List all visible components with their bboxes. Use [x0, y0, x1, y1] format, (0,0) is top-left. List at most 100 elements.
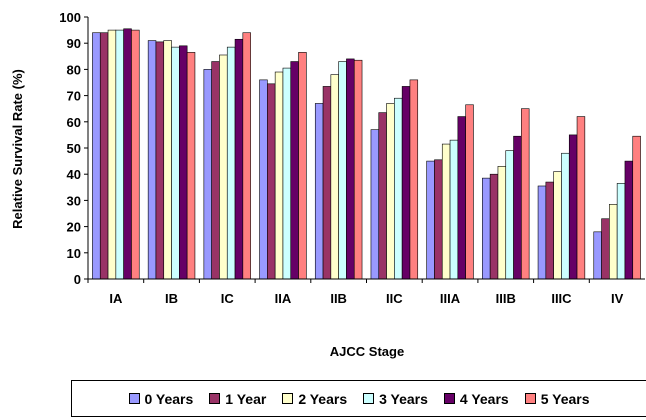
bar-ib-series-5	[179, 45, 188, 280]
legend-swatch	[209, 393, 221, 404]
bar-ia-series-3	[107, 29, 117, 280]
bar-iv-series-1	[593, 231, 602, 280]
x-ticks: IA IB IC IIA IIB IIC IIIA IIIB IIIC IV	[87, 279, 624, 306]
bar-iia-series-1	[259, 79, 268, 280]
bar-iiia-series-6	[465, 104, 474, 280]
legend-label: 4 Years	[459, 390, 509, 407]
bar-ia-series-1	[92, 32, 101, 280]
bar-iiia-series-5	[457, 116, 466, 280]
bar-ic-series-6	[242, 32, 251, 280]
bar-iiia-series-3	[441, 143, 451, 280]
legend-label: 0 Years	[144, 390, 194, 407]
y-tick-label: 100	[59, 10, 81, 25]
bar-iia-series-2	[267, 83, 276, 280]
bar-iib-series-5	[346, 58, 355, 280]
bar-iiic-series-5	[568, 134, 578, 280]
bar-iib-series-2	[322, 86, 332, 280]
bar-iiia-series-1	[426, 160, 435, 280]
legend-label: 1 Year	[225, 390, 267, 407]
bar-iib-series-4	[338, 61, 347, 280]
bar-ib-series-3	[163, 40, 172, 280]
y-tick-label: 40	[67, 167, 81, 182]
bar-chart: 0 10 20 30 40 50 60 70 80 90 100 IA IB IC IIA IIB IIC II…	[10, 10, 645, 359]
bar-iiib-series-1	[482, 177, 491, 280]
bar-iia-series-6	[298, 52, 307, 280]
bar-iiib-series-6	[521, 108, 530, 280]
bar-iiic-series-3	[553, 171, 562, 280]
bar-iib-series-3	[330, 74, 339, 280]
bar-iic-series-1	[370, 129, 380, 280]
x-tick-label-iia: IIA	[275, 291, 292, 306]
y-tick-label: 80	[67, 62, 81, 77]
bar-iia-series-3	[274, 71, 284, 280]
legend-label: 5 Years	[540, 390, 590, 407]
x-axis-label: AJCC Stage	[330, 344, 404, 359]
bar-iiib-series-4	[505, 150, 514, 280]
bar-iiia-series-2	[434, 159, 443, 280]
bar-iiic-series-1	[537, 185, 547, 280]
legend-item-1: 0 Years	[128, 390, 194, 407]
bar-iib-series-1	[314, 103, 324, 280]
legend-label: 2 Years	[298, 390, 348, 407]
legend-item-5: 4 Years	[443, 390, 509, 407]
y-tick-label: 30	[67, 193, 81, 208]
y-tick-label: 10	[67, 246, 81, 261]
bar-iv-series-4	[616, 183, 626, 280]
x-tick-label-ib: IB	[165, 291, 178, 306]
legend-item-6: 5 Years	[524, 390, 590, 407]
bar-ib-series-6	[186, 52, 196, 280]
bar-ia-series-4	[115, 29, 124, 280]
legend-swatch	[443, 393, 455, 404]
legend-swatch	[282, 393, 294, 404]
legend-swatch	[128, 393, 140, 404]
bar-iia-series-5	[290, 61, 299, 280]
bar-iic-series-4	[394, 97, 403, 280]
bar-iic-series-5	[401, 86, 411, 280]
legend-swatch	[363, 393, 375, 404]
bar-iv-series-3	[609, 204, 618, 280]
y-axis-label: Relative Survival Rate (%)	[10, 69, 25, 229]
bar-ia-series-6	[131, 29, 140, 280]
bars-group	[92, 28, 641, 280]
legend-swatch	[524, 393, 536, 404]
bar-iic-series-3	[386, 103, 395, 280]
bar-ic-series-4	[226, 46, 236, 280]
bar-ib-series-1	[147, 40, 157, 280]
x-tick-label-ia: IA	[109, 291, 123, 306]
bar-iiib-series-5	[513, 135, 522, 280]
bar-iiic-series-2	[545, 181, 554, 280]
x-tick-label-ic: IC	[221, 291, 235, 306]
y-ticks: 0 10 20 30 40 50 60 70 80 90 100	[59, 10, 88, 287]
bar-ia-series-5	[123, 28, 132, 280]
bar-iv-series-6	[632, 135, 641, 280]
y-tick-label: 90	[67, 36, 81, 51]
bar-ib-series-4	[171, 46, 180, 280]
bar-iic-series-2	[378, 112, 387, 280]
bar-iv-series-5	[624, 160, 634, 280]
bar-iic-series-6	[409, 79, 419, 280]
x-tick-label-iib: IIB	[330, 291, 347, 306]
y-tick-label: 0	[74, 272, 81, 287]
legend-item-3: 2 Years	[282, 391, 347, 407]
x-tick-label-iic: IIC	[386, 291, 403, 306]
bar-iiib-series-3	[497, 166, 507, 280]
x-tick-label-iiia: IIIA	[440, 291, 461, 306]
bar-ib-series-2	[155, 41, 165, 280]
legend-item-2: 1 Year	[209, 391, 266, 407]
legend-item-4: 3 Years	[363, 391, 428, 407]
x-tick-label-iv: IV	[611, 291, 624, 306]
x-tick-label-iiic: IIIC	[551, 291, 572, 306]
y-tick-label: 60	[67, 115, 81, 130]
y-tick-label: 50	[67, 141, 81, 156]
bar-ic-series-1	[203, 69, 212, 280]
x-tick-label-iiib: IIIB	[496, 291, 516, 306]
bar-iiic-series-4	[561, 152, 570, 280]
bar-ia-series-2	[99, 32, 109, 280]
bar-iv-series-2	[601, 218, 610, 280]
bar-iiia-series-4	[449, 139, 459, 280]
legend: 0 Years 1 Year 2 Years 3 Years 4 Years 5 Year…	[71, 380, 646, 417]
bar-iib-series-6	[353, 59, 363, 280]
y-tick-label: 20	[67, 220, 81, 235]
legend-label: 3 Years	[379, 390, 428, 407]
bar-iia-series-4	[282, 67, 292, 280]
